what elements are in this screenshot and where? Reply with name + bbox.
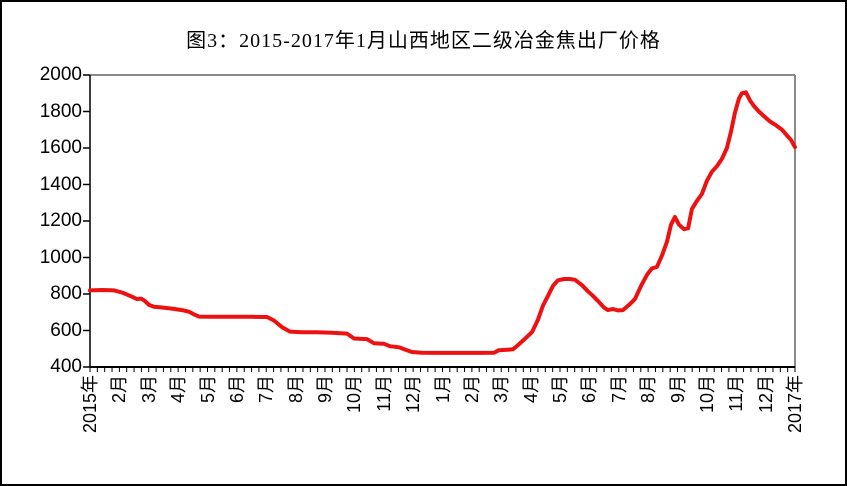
- x-axis-label: 9月: [667, 375, 688, 404]
- chart-title: 图3：2015-2017年1月山西地区二级冶金焦出厂价格: [186, 30, 661, 52]
- y-axis-label: 1400: [39, 173, 82, 195]
- x-axis-label: 10月: [344, 375, 365, 414]
- x-axis-label: 9月: [315, 375, 335, 404]
- y-axis-label: 1600: [39, 137, 82, 158]
- y-axis-label: 1200: [39, 210, 82, 231]
- x-axis-label: 4月: [168, 375, 189, 404]
- y-axis-label: 1800: [39, 100, 82, 122]
- y-axis-label: 800: [50, 283, 82, 304]
- x-axis-label: 2月: [109, 375, 130, 404]
- x-axis-label: 4月: [520, 375, 541, 404]
- x-axis-label: 7月: [256, 375, 277, 404]
- x-axis-label: 1月: [432, 375, 453, 404]
- x-axis-label: 12月: [755, 375, 776, 414]
- x-axis-label: 3月: [138, 375, 159, 404]
- y-axis-label: 400: [50, 356, 82, 377]
- x-axis-label: 3月: [491, 375, 512, 404]
- x-axis-label: 2月: [461, 375, 482, 404]
- y-axis-label: 2000: [39, 64, 82, 85]
- x-axis-label: 2017年: [785, 375, 805, 434]
- y-axis-label: 1000: [39, 246, 82, 268]
- x-axis-label: 11月: [373, 375, 394, 412]
- x-axis-label: 11月: [726, 375, 747, 412]
- x-axis-label: 8月: [638, 375, 659, 404]
- x-axis-label: 5月: [197, 375, 218, 404]
- y-axis-label: 600: [50, 319, 82, 341]
- price-line: [88, 90, 797, 355]
- x-axis-label: 6月: [579, 375, 600, 404]
- x-axis-label: 2015年: [80, 375, 100, 434]
- x-axis-label: 5月: [550, 375, 570, 404]
- x-axis-label: 6月: [226, 375, 247, 404]
- x-axis-label: 8月: [285, 375, 306, 404]
- x-axis-label: 7月: [608, 375, 629, 404]
- x-axis-label: 10月: [696, 375, 717, 414]
- x-axis-label: 12月: [403, 375, 424, 414]
